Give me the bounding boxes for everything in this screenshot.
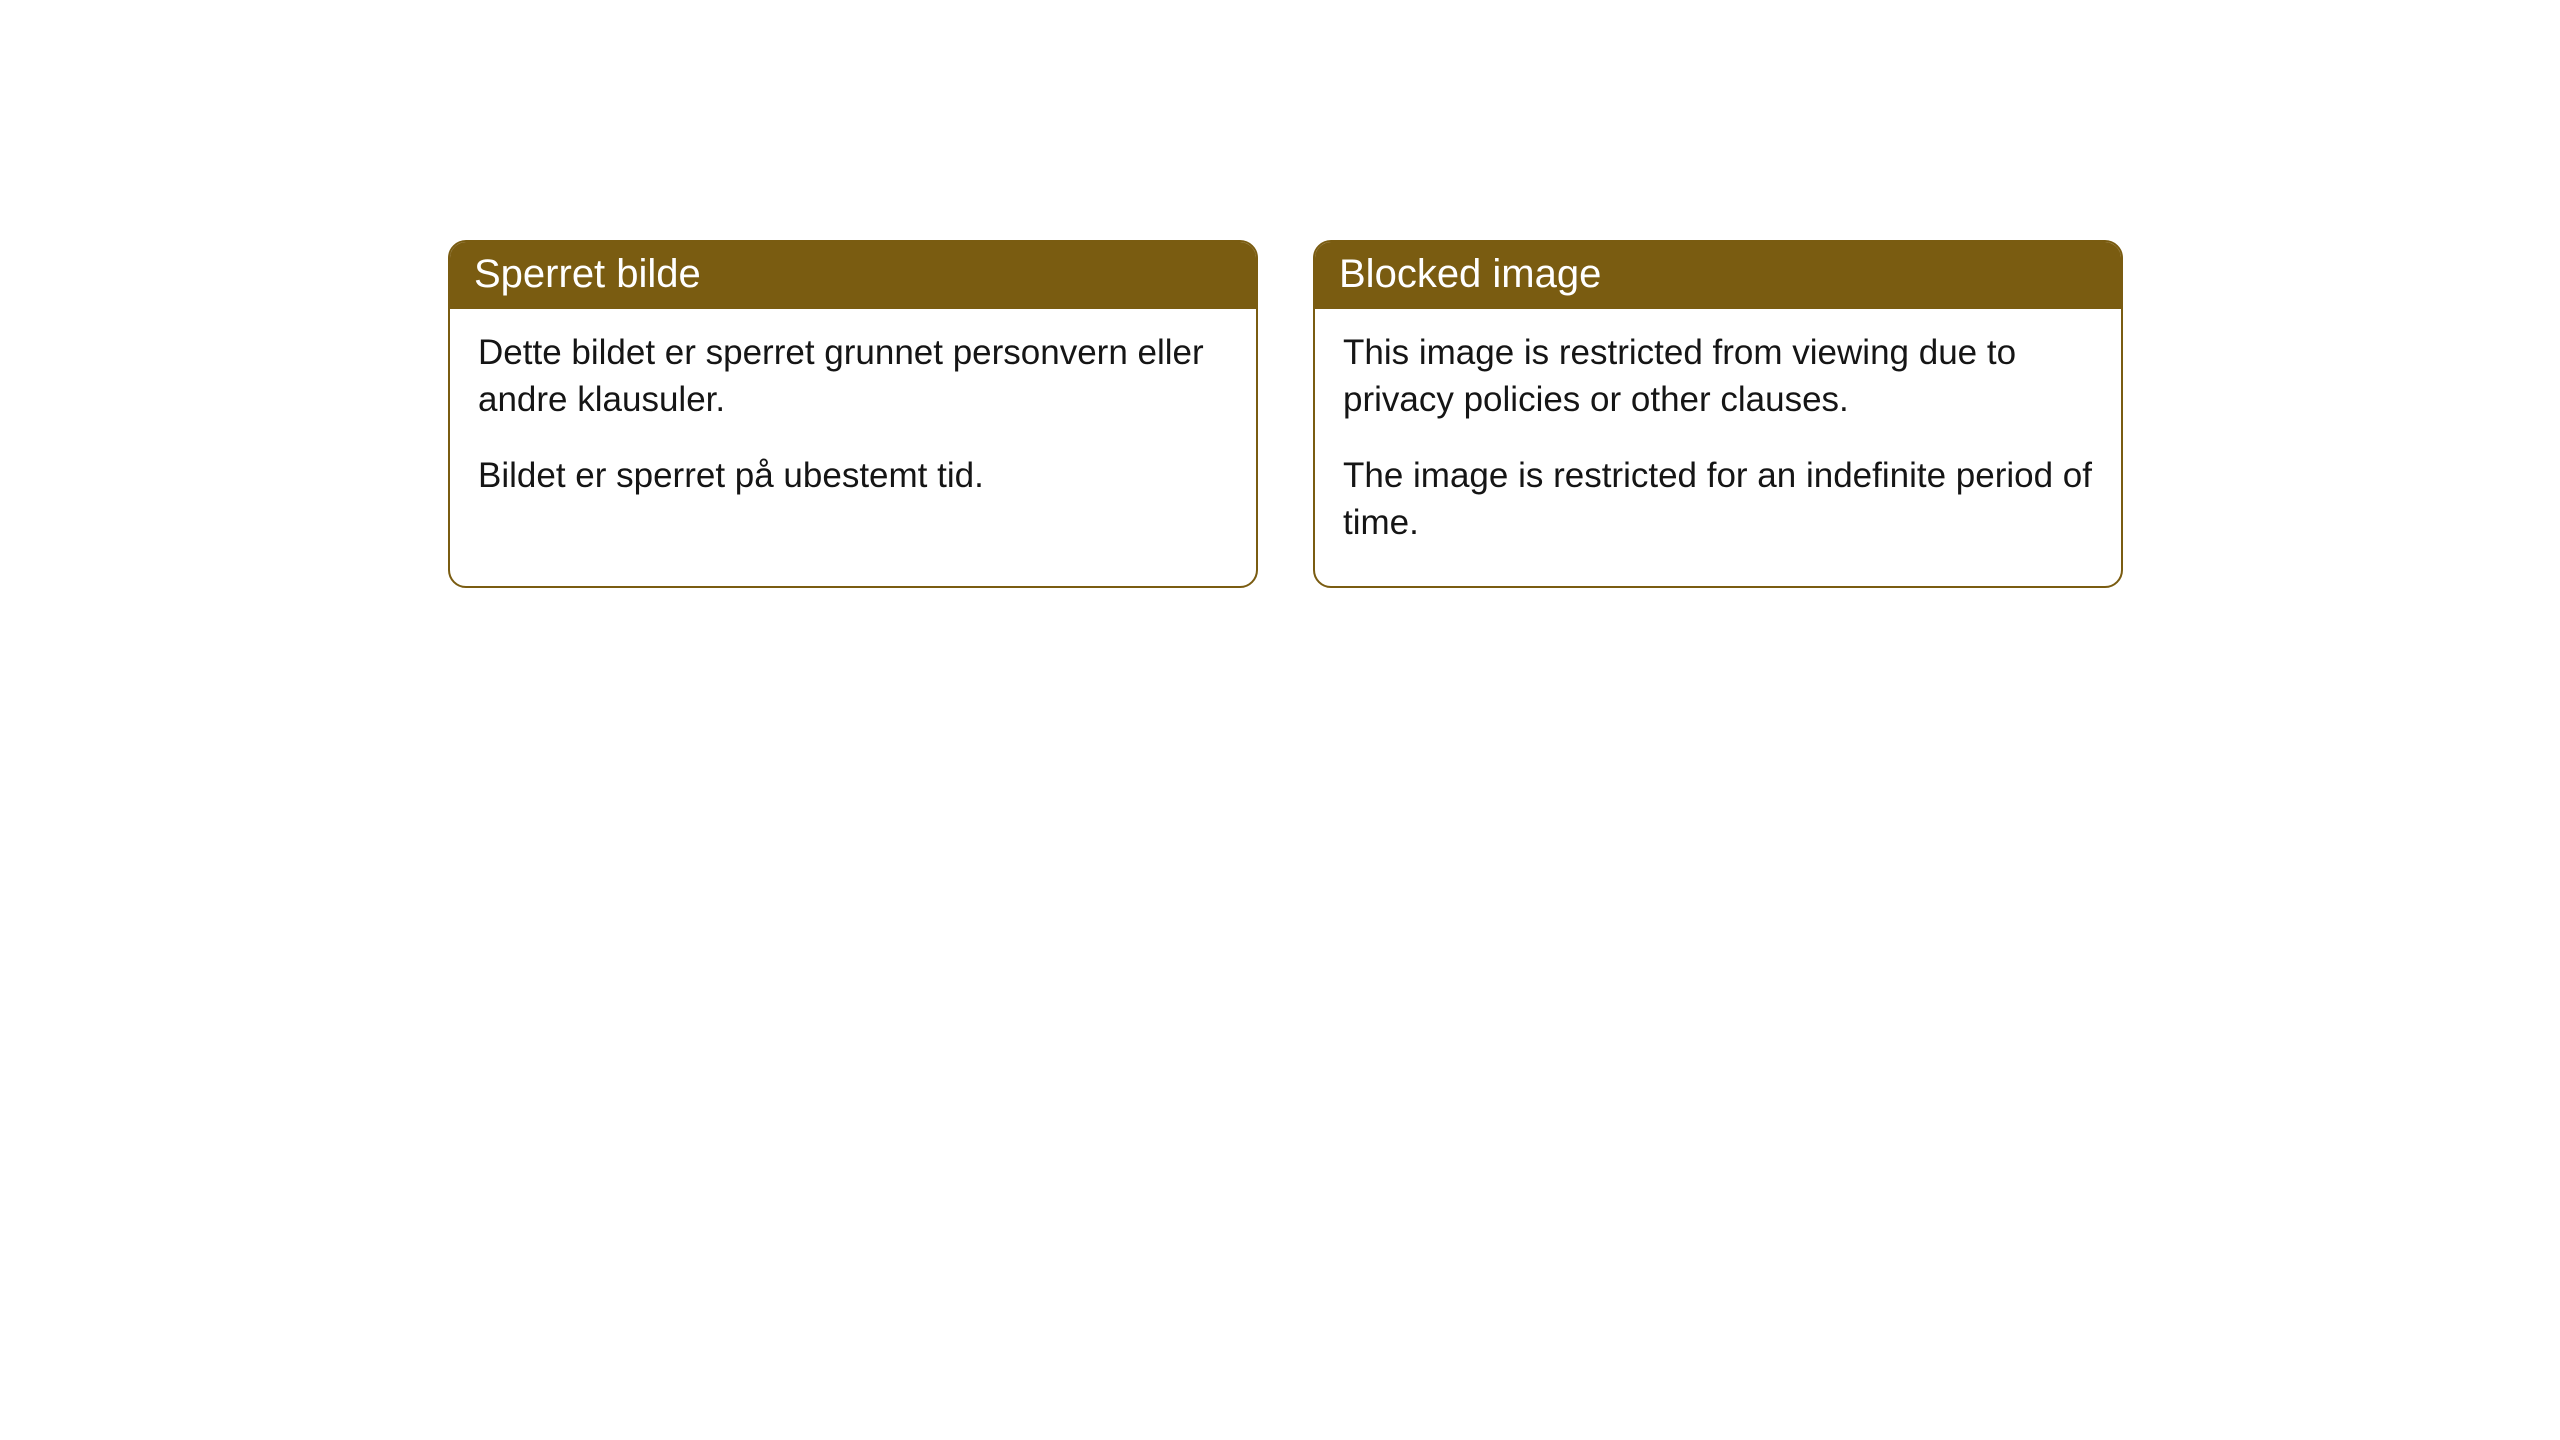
- notice-cards-container: Sperret bilde Dette bildet er sperret gr…: [448, 240, 2123, 588]
- notice-card-body: This image is restricted from viewing du…: [1315, 309, 2121, 586]
- notice-card-title: Blocked image: [1339, 252, 1601, 296]
- notice-paragraph: The image is restricted for an indefinit…: [1343, 452, 2093, 547]
- notice-card-norwegian: Sperret bilde Dette bildet er sperret gr…: [448, 240, 1258, 588]
- notice-paragraph: This image is restricted from viewing du…: [1343, 329, 2093, 424]
- notice-paragraph: Dette bildet er sperret grunnet personve…: [478, 329, 1228, 424]
- notice-card-header: Sperret bilde: [450, 242, 1256, 309]
- notice-card-english: Blocked image This image is restricted f…: [1313, 240, 2123, 588]
- notice-card-header: Blocked image: [1315, 242, 2121, 309]
- notice-paragraph: Bildet er sperret på ubestemt tid.: [478, 452, 1228, 499]
- notice-card-body: Dette bildet er sperret grunnet personve…: [450, 309, 1256, 539]
- notice-card-title: Sperret bilde: [474, 252, 701, 296]
